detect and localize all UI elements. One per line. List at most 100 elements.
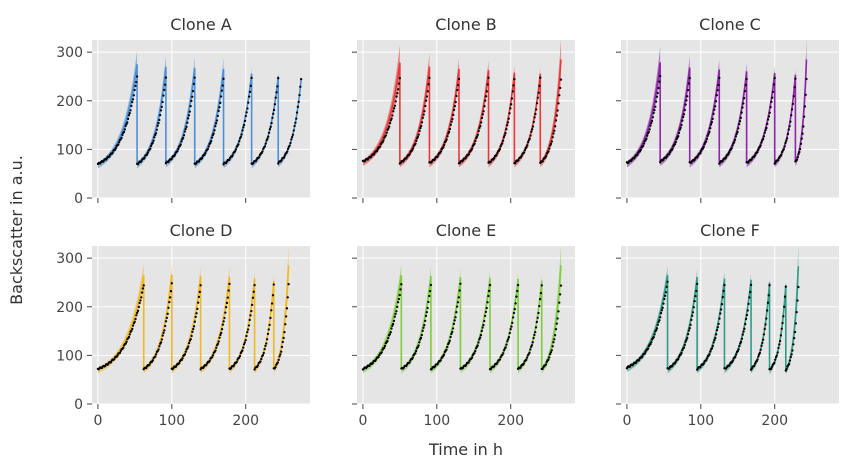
x-tick-label: 0 <box>358 413 367 429</box>
data-point <box>244 339 247 342</box>
data-point <box>509 328 512 331</box>
data-point <box>533 333 536 337</box>
data-point <box>388 333 392 336</box>
data-point <box>715 333 718 336</box>
data-point <box>680 351 683 355</box>
data-point <box>248 318 251 322</box>
data-point <box>693 158 696 161</box>
data-point <box>449 123 452 126</box>
data-point <box>280 345 284 349</box>
data-point <box>160 105 163 108</box>
data-point <box>383 346 386 350</box>
data-point <box>197 301 200 304</box>
data-point <box>264 344 267 348</box>
data-point <box>384 134 388 137</box>
data-point <box>252 290 255 293</box>
data-point <box>558 301 561 304</box>
data-point <box>714 105 717 108</box>
data-point <box>742 102 745 105</box>
data-point <box>539 291 543 295</box>
data-point <box>708 130 711 134</box>
data-point <box>125 340 128 343</box>
panel-1: Clone A 0 100 200 300 <box>56 15 310 207</box>
data-point <box>745 313 749 317</box>
data-point <box>483 314 487 318</box>
data-point <box>734 353 738 356</box>
panel-title: Clone E <box>436 221 497 240</box>
data-point <box>505 127 508 131</box>
data-point <box>449 335 452 339</box>
data-point <box>405 157 408 160</box>
data-point <box>757 148 760 152</box>
data-point <box>480 116 484 120</box>
data-point <box>731 359 734 362</box>
data-point <box>452 108 456 111</box>
data-point <box>154 355 157 358</box>
data-point <box>639 148 642 152</box>
data-point <box>382 139 385 142</box>
data-point <box>674 360 677 364</box>
data-point <box>721 296 724 299</box>
data-point <box>290 138 293 141</box>
data-point <box>143 156 146 159</box>
data-point <box>766 122 769 126</box>
data-point <box>207 145 210 148</box>
data-point <box>186 117 190 120</box>
data-point <box>499 145 502 148</box>
data-point <box>450 332 453 336</box>
data-point <box>158 118 161 122</box>
data-point <box>799 147 802 151</box>
data-point <box>682 113 686 116</box>
data-point <box>199 284 202 287</box>
data-point <box>534 330 537 334</box>
data-point <box>797 152 800 156</box>
data-point <box>514 302 517 305</box>
data-point <box>392 322 395 326</box>
data-point <box>769 105 772 109</box>
data-point <box>507 338 510 341</box>
y-tick-label: 300 <box>56 45 83 61</box>
data-point <box>299 85 302 88</box>
data-point <box>217 109 220 113</box>
data-point <box>250 309 253 313</box>
panel-3: Clone C <box>616 15 839 203</box>
data-point <box>506 340 509 343</box>
data-point <box>393 315 396 318</box>
data-point <box>656 91 659 95</box>
data-point <box>396 92 399 95</box>
data-point <box>439 359 442 362</box>
data-point <box>189 104 192 108</box>
data-point <box>117 143 120 146</box>
data-point <box>219 95 223 98</box>
data-point <box>388 122 392 125</box>
data-point <box>662 302 665 305</box>
data-point <box>742 97 746 100</box>
data-point <box>136 309 140 312</box>
data-point <box>720 303 724 306</box>
data-point <box>519 366 522 369</box>
data-point <box>414 352 417 355</box>
data-point <box>269 125 272 128</box>
data-point <box>473 352 476 355</box>
data-point <box>530 344 534 347</box>
data-point <box>186 347 189 350</box>
data-point <box>204 151 207 155</box>
data-point <box>392 319 396 323</box>
data-point <box>786 132 790 136</box>
data-point <box>276 361 280 364</box>
data-point <box>743 90 747 93</box>
data-point <box>737 348 740 351</box>
data-point <box>272 283 275 286</box>
data-point <box>283 154 286 157</box>
data-point <box>487 294 490 298</box>
data-point <box>446 345 449 349</box>
panel-4: Clone D 0 100 200 300 0 100 200 <box>56 221 310 429</box>
data-point <box>426 90 429 93</box>
data-point <box>522 362 525 365</box>
data-point <box>772 83 776 86</box>
data-point <box>652 335 655 339</box>
data-point <box>162 94 165 97</box>
data-point <box>685 338 688 342</box>
data-point <box>499 356 502 359</box>
data-point <box>447 341 451 344</box>
